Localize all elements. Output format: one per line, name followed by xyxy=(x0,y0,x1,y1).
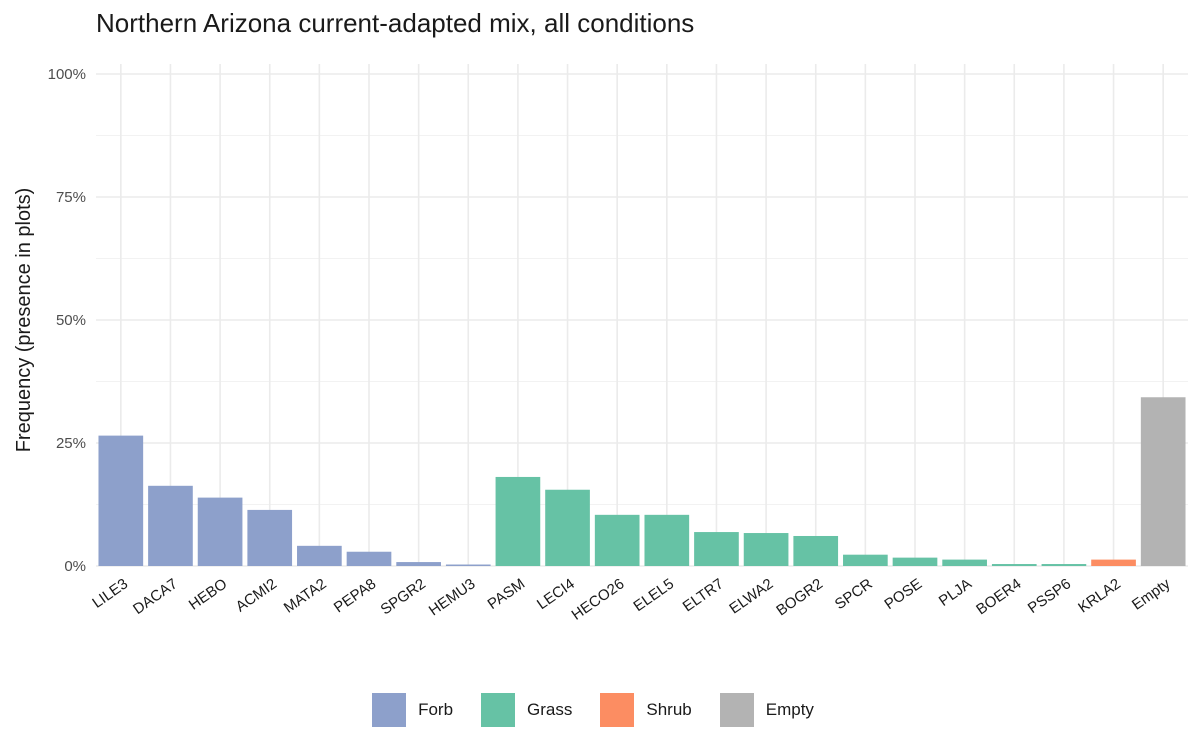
bar-heco26 xyxy=(594,514,640,566)
legend-label: Shrub xyxy=(646,700,692,719)
x-tick-label: ELWA2 xyxy=(726,575,776,617)
bar-boer4 xyxy=(991,564,1037,566)
x-tick-label: BOGR2 xyxy=(773,575,826,619)
legend-label: Grass xyxy=(527,700,573,719)
bar-elel5 xyxy=(644,514,690,566)
legend-item-forb: Forb xyxy=(372,693,467,727)
legend-swatch xyxy=(481,693,516,727)
x-tick-label: HECO26 xyxy=(569,575,628,623)
x-tick-label: ELTR7 xyxy=(680,575,727,615)
chart-title: Northern Arizona current-adapted mix, al… xyxy=(96,8,695,38)
y-tick-label: 0% xyxy=(64,558,86,575)
y-tick-label: 75% xyxy=(56,189,86,206)
bars xyxy=(98,397,1186,566)
bar-pssp6 xyxy=(1041,564,1087,566)
bar-leci4 xyxy=(545,489,590,566)
x-tick-label: PEPA8 xyxy=(331,575,379,616)
bar-spgr2 xyxy=(396,562,441,566)
bar-pasm xyxy=(495,476,541,566)
legend-swatch xyxy=(600,693,635,727)
x-tick-label: HEMU3 xyxy=(426,575,479,619)
bar-hebo xyxy=(197,497,243,566)
x-tick-label: MATA2 xyxy=(281,575,330,616)
y-tick-label: 25% xyxy=(56,435,86,452)
x-tick-label: BOER4 xyxy=(973,575,1024,618)
legend-item-grass: Grass xyxy=(481,693,586,727)
legend: Forb Grass Shrub Empty xyxy=(0,693,1200,727)
x-tick-label: KRLA2 xyxy=(1075,575,1124,616)
x-tick-label: PLJA xyxy=(936,575,975,609)
bar-pose xyxy=(892,557,938,566)
legend-swatch xyxy=(719,693,754,727)
x-tick-label: LILE3 xyxy=(89,575,131,611)
legend-label: Forb xyxy=(418,700,454,719)
bar-bogr2 xyxy=(793,535,839,566)
y-axis-title: Frequency (presence in plots) xyxy=(13,188,35,453)
legend-label: Empty xyxy=(765,700,814,719)
x-tick-label: PSSP6 xyxy=(1025,575,1074,617)
bar-pepa8 xyxy=(346,551,392,566)
bar-eltr7 xyxy=(694,532,739,566)
x-tick-label: HEBO xyxy=(186,575,231,613)
legend-item-shrub: Shrub xyxy=(600,693,705,727)
legend-item-empty: Empty xyxy=(719,693,828,727)
x-tick-label: SPCR xyxy=(832,575,876,613)
bar-acmi2 xyxy=(247,509,293,566)
bar-lile3 xyxy=(98,435,144,566)
x-tick-label: ELEL5 xyxy=(630,575,677,615)
x-tick-label: POSE xyxy=(881,575,925,613)
x-tick-label: ACMI2 xyxy=(233,575,280,615)
bar-plja xyxy=(942,559,987,566)
bar-krla2 xyxy=(1091,559,1136,566)
bar-spcr xyxy=(843,554,888,566)
y-tick-label: 100% xyxy=(48,66,86,83)
x-tick-label: DACA7 xyxy=(130,575,181,618)
bar-empty xyxy=(1140,397,1186,566)
legend-swatch xyxy=(372,693,407,727)
x-tick-label: Empty xyxy=(1129,575,1174,614)
y-axis-ticks: 0% 25% 50% 75% 100% xyxy=(48,66,86,575)
bar-mata2 xyxy=(297,545,342,566)
x-tick-label: SPGR2 xyxy=(378,575,429,618)
bar-daca7 xyxy=(148,485,193,566)
y-tick-label: 50% xyxy=(56,312,86,329)
bar-hemu3 xyxy=(445,564,491,566)
grid-lines xyxy=(96,64,1188,567)
x-tick-label: PASM xyxy=(485,575,529,613)
bar-elwa2 xyxy=(743,533,789,566)
